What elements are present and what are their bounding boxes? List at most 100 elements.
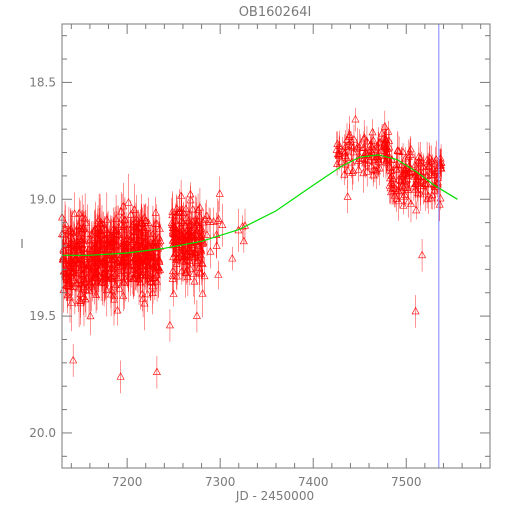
- triangle-marker: [400, 190, 409, 198]
- data-point: [79, 244, 88, 286]
- triangle-marker: [92, 290, 101, 298]
- data-point: [345, 123, 354, 151]
- triangle-marker: [363, 167, 372, 175]
- triangle-marker: [175, 252, 184, 261]
- data-point: [168, 263, 177, 295]
- triangle-marker: [187, 225, 196, 233]
- triangle-marker: [190, 220, 199, 228]
- triangle-marker: [193, 236, 202, 245]
- data-point: [425, 146, 434, 172]
- data-point: [172, 262, 181, 291]
- triangle-marker: [103, 228, 112, 236]
- triangle-marker: [406, 144, 415, 153]
- data-point: [84, 246, 93, 287]
- x-axis-label: JD - 2450000: [235, 489, 314, 503]
- data-point: [190, 206, 199, 243]
- data-point: [420, 173, 429, 194]
- triangle-marker: [68, 268, 77, 276]
- triangle-marker: [432, 154, 441, 163]
- data-point: [112, 228, 121, 261]
- data-point: [351, 107, 360, 132]
- data-point: [152, 204, 161, 244]
- data-point: [74, 264, 83, 313]
- triangle-marker: [401, 169, 410, 177]
- triangle-marker: [65, 292, 74, 301]
- data-point: [395, 136, 404, 168]
- triangle-marker: [190, 252, 199, 260]
- triangle-marker: [143, 289, 152, 298]
- triangle-marker: [190, 277, 199, 285]
- triangle-marker: [168, 274, 177, 282]
- data-point: [433, 172, 442, 193]
- triangle-marker: [152, 219, 161, 227]
- triangle-marker: [154, 244, 163, 252]
- data-point: [130, 260, 139, 297]
- triangle-marker: [427, 193, 436, 202]
- triangle-marker: [404, 185, 413, 193]
- data-point: [228, 246, 237, 271]
- triangle-marker: [412, 205, 421, 214]
- y-tick-label: 19.5: [29, 309, 56, 323]
- triangle-marker: [85, 236, 94, 245]
- data-point: [198, 270, 207, 318]
- triangle-marker: [87, 281, 96, 290]
- data-point: [400, 182, 409, 208]
- data-point: [136, 255, 145, 310]
- chart-title: OB160264I: [239, 5, 312, 20]
- data-point: [115, 208, 124, 262]
- triangle-marker: [152, 367, 161, 375]
- data-point: [81, 286, 90, 313]
- triangle-marker: [192, 311, 201, 319]
- data-point: [113, 295, 122, 326]
- triangle-marker: [125, 252, 134, 261]
- triangle-marker: [143, 248, 152, 257]
- triangle-marker: [84, 249, 93, 257]
- triangle-marker: [154, 262, 163, 271]
- triangle-marker: [411, 306, 420, 315]
- triangle-marker: [351, 114, 360, 123]
- data-point: [103, 248, 112, 289]
- triangle-marker: [172, 210, 181, 219]
- data-point: [386, 173, 395, 203]
- model-curve: [62, 154, 458, 256]
- data-point: [177, 192, 186, 226]
- triangle-marker: [215, 189, 224, 197]
- axes-layer: 7200 7300 7400 7500 18.5 19.0 19.5 20.0: [29, 24, 490, 489]
- data-point: [151, 196, 160, 229]
- triangle-marker: [66, 229, 75, 238]
- triangle-marker: [124, 198, 133, 206]
- data-point: [78, 195, 87, 241]
- triangle-marker: [118, 266, 127, 274]
- triangle-marker: [129, 230, 138, 238]
- triangle-marker: [177, 266, 186, 275]
- triangle-marker: [177, 204, 186, 213]
- data-point: [169, 224, 178, 255]
- triangle-marker: [168, 226, 177, 235]
- triangle-marker: [110, 241, 119, 250]
- data-point: [91, 201, 100, 257]
- triangle-marker: [238, 222, 247, 230]
- triangle-marker: [155, 224, 164, 232]
- triangle-marker: [105, 240, 114, 248]
- data-point: [152, 355, 161, 389]
- triangle-marker: [112, 240, 121, 248]
- triangle-marker: [212, 241, 221, 249]
- data-point: [181, 242, 190, 282]
- triangle-marker: [406, 150, 415, 158]
- data-point: [392, 185, 401, 212]
- data-point: [386, 170, 395, 187]
- triangle-marker: [423, 194, 432, 203]
- data-point: [399, 197, 408, 215]
- triangle-marker: [84, 286, 93, 294]
- data-point: [214, 200, 223, 238]
- triangle-marker: [80, 278, 89, 286]
- triangle-marker: [428, 190, 437, 199]
- triangle-marker: [177, 191, 186, 199]
- triangle-marker: [80, 239, 89, 247]
- data-point: [212, 233, 221, 259]
- data-point: [354, 150, 363, 172]
- triangle-marker: [194, 205, 203, 213]
- triangle-marker: [131, 222, 140, 230]
- triangle-marker: [386, 183, 395, 192]
- triangle-marker: [66, 227, 75, 235]
